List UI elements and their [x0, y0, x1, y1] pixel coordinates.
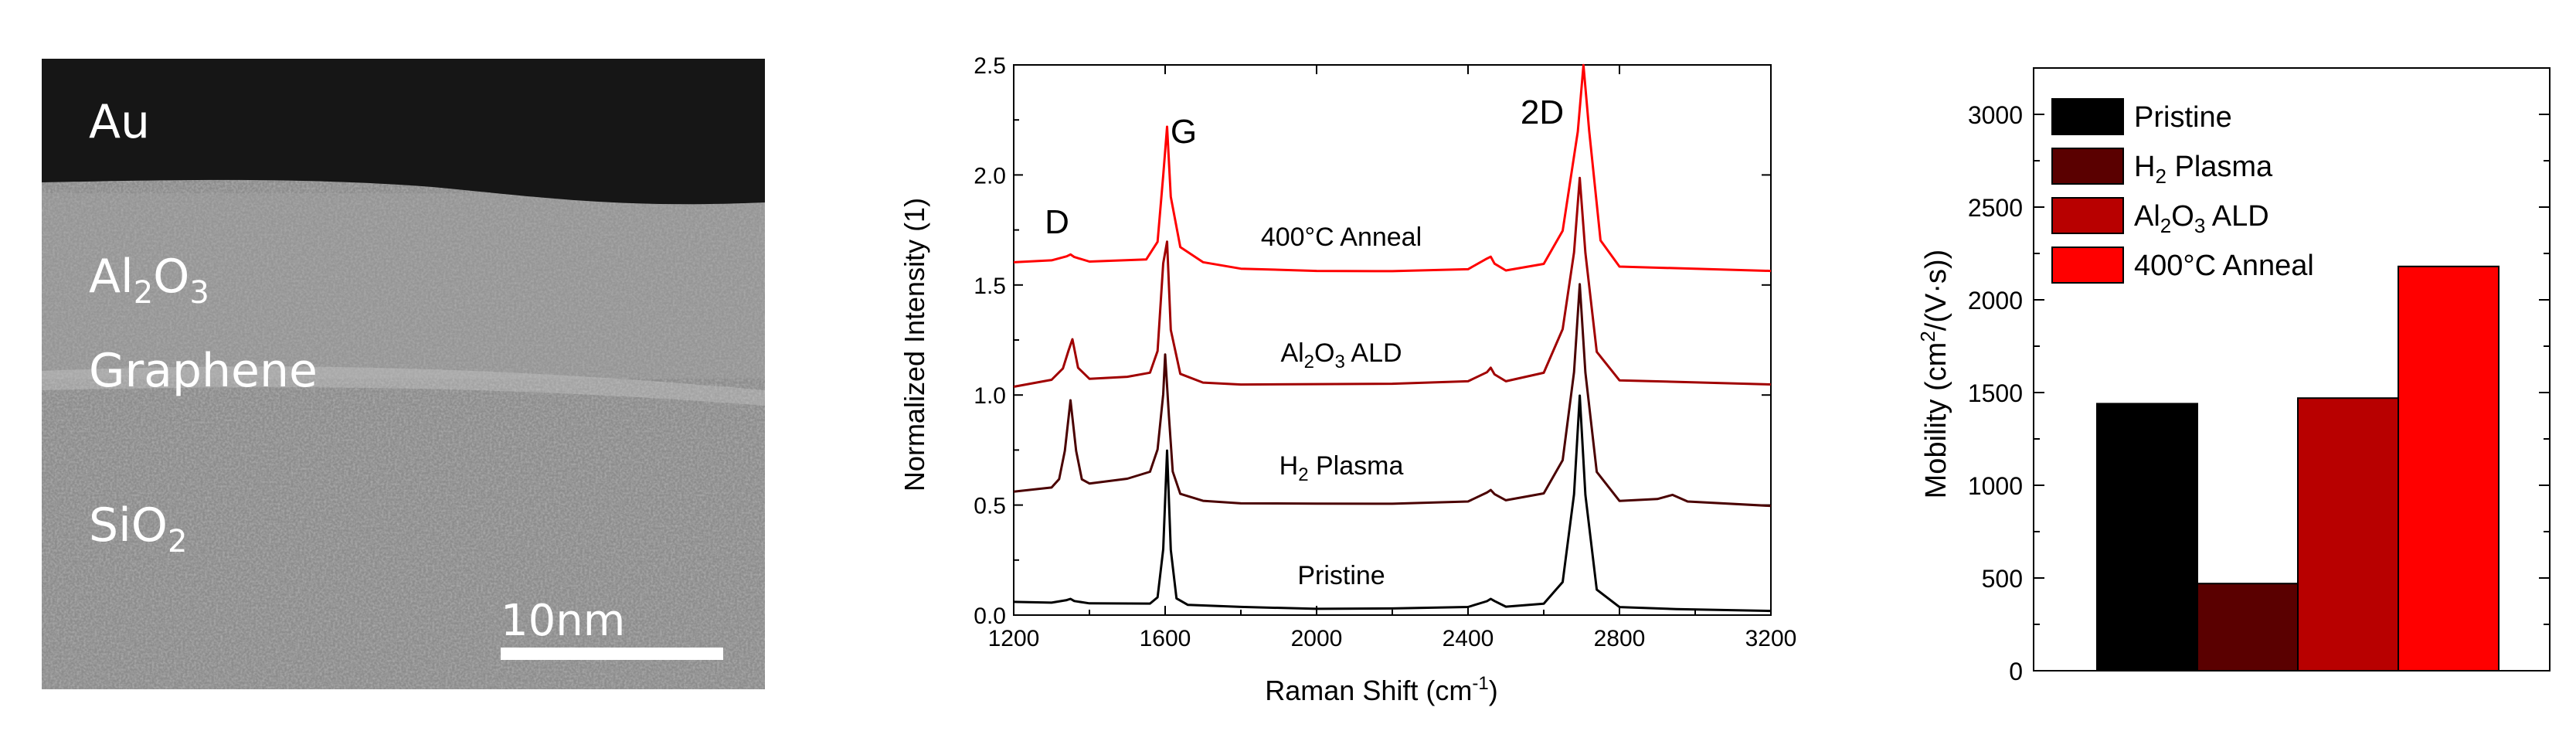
peak-label-g: G — [1171, 113, 1197, 151]
bar-3 — [2398, 265, 2500, 672]
bar-y-tick-label: 3000 — [1968, 101, 2023, 129]
raman-x-tick-label: 1200 — [988, 626, 1040, 651]
bar-series-group — [2096, 265, 2500, 672]
legend-label-h2-plasma: H2 Plasma — [2134, 151, 2273, 188]
curve-label-pristine: Pristine — [1297, 561, 1385, 590]
raman-series-group — [1013, 63, 1772, 613]
raman-y-tick-label: 1.5 — [974, 274, 1006, 299]
tem-micrograph — [42, 59, 765, 689]
scale-bar-line — [501, 648, 723, 660]
bar-y-tick-label: 0 — [2009, 658, 2023, 685]
legend-label-400c-anneal: 400°C Anneal — [2134, 250, 2314, 282]
raman-y-axis-label: Normalized Intensity (1) — [899, 198, 930, 491]
raman-x-tick-label: 2400 — [1443, 626, 1494, 651]
raman-x-axis-label: Raman Shift (cm-1) — [1265, 673, 1497, 706]
raman-series-line-2 — [1013, 176, 1772, 388]
layer-label-au: Au — [89, 95, 150, 149]
raman-peak-labels: D G 2D — [1045, 94, 1564, 241]
legend-swatch-al2o3-ald — [2051, 197, 2124, 234]
bar-y-tick-label: 500 — [1982, 565, 2023, 593]
raman-curve-labels: Pristine H2 Plasma Al2O3 ALD 400°C Annea… — [1261, 223, 1422, 590]
legend-swatch-400c-anneal — [2051, 246, 2124, 284]
raman-y-tick-label: 2.5 — [974, 53, 1006, 79]
raman-y-tick-label: 2.0 — [974, 163, 1006, 189]
bar-y-tick-label: 1500 — [1968, 379, 2023, 407]
layer-label-sio2: SiO2 — [89, 498, 187, 559]
raman-series-line-1 — [1013, 283, 1772, 508]
scale-bar: 10nm — [501, 596, 723, 660]
raman-y-tick-label: 1.0 — [974, 383, 1006, 409]
tem-layer-labels: Au Al2O3 Graphene SiO2 — [89, 95, 318, 559]
curve-label-h2-plasma: H2 Plasma — [1280, 451, 1404, 485]
raman-y-tick-label: 0.5 — [974, 494, 1006, 519]
raman-axes: 1200 1600 2000 2400 2800 3200 0.0 0.5 1.0 1.5 2.0 2… — [974, 53, 1796, 651]
bar-2 — [2297, 397, 2399, 672]
peak-label-2d: 2D — [1521, 94, 1564, 131]
raman-x-tick-label: 2000 — [1291, 626, 1343, 651]
legend-swatch-h2-plasma — [2051, 148, 2124, 185]
curve-label-400c-anneal: 400°C Anneal — [1261, 223, 1422, 252]
bar-y-tick-label: 2500 — [1968, 194, 2023, 222]
raman-series-line-0 — [1013, 394, 1772, 613]
peak-label-d: D — [1045, 203, 1069, 241]
bar-legend: Pristine H2 Plasma Al2O3 ALD 400°C Annea… — [2051, 98, 2314, 284]
raman-y-tick-label: 0.0 — [974, 604, 1006, 629]
raman-series-line-3 — [1013, 63, 1772, 273]
bar-y-axis-label: Mobility (cm2/(V·s)) — [1916, 250, 1952, 499]
legend-label-pristine: Pristine — [2134, 101, 2232, 134]
raman-x-tick-label: 3200 — [1745, 626, 1797, 651]
legend-swatch-pristine — [2051, 98, 2124, 135]
curve-label-al2o3-ald: Al2O3 ALD — [1280, 338, 1402, 372]
bar-1 — [2197, 583, 2299, 672]
bar-y-tick-label: 1000 — [1968, 472, 2023, 500]
legend-label-al2o3-ald: Al2O3 ALD — [2134, 200, 2269, 237]
scale-bar-label: 10nm — [501, 596, 625, 646]
bar-0 — [2096, 403, 2198, 672]
raman-x-tick-label: 2800 — [1594, 626, 1646, 651]
layer-label-al2o3: Al2O3 — [89, 250, 209, 311]
layer-label-graphene: Graphene — [89, 344, 318, 398]
bar-y-tick-label: 2000 — [1968, 287, 2023, 314]
raman-x-tick-label: 1600 — [1140, 626, 1191, 651]
